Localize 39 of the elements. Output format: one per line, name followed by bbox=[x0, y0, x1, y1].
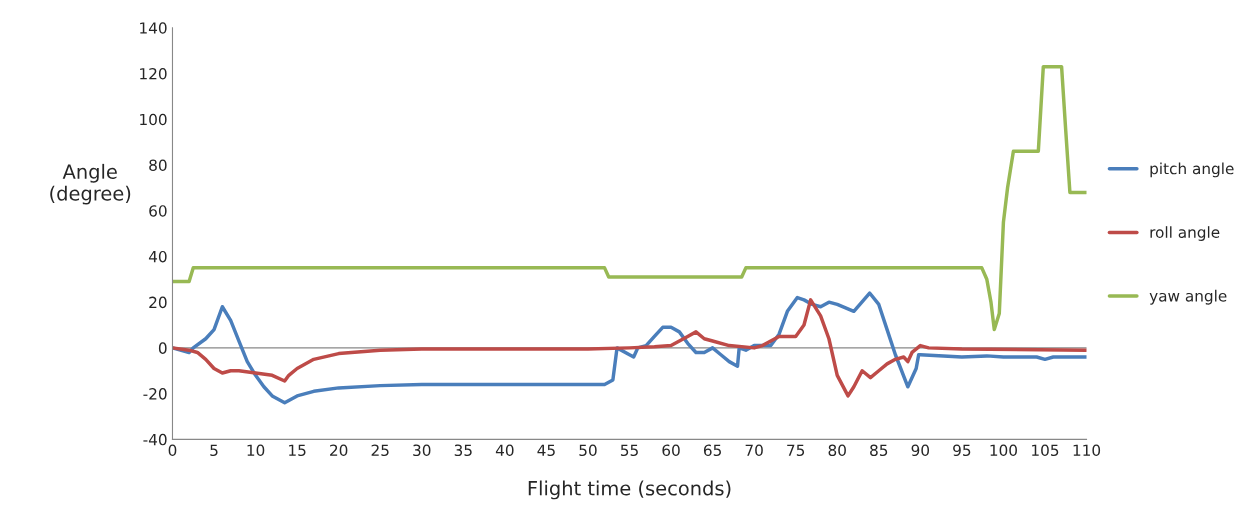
x-tick-label: 85 bbox=[870, 444, 888, 457]
line-series bbox=[172, 64, 1087, 332]
x-tick-label: 10 bbox=[247, 444, 265, 457]
x-tick-label: 25 bbox=[371, 444, 389, 457]
x-tick-label: 75 bbox=[787, 444, 805, 457]
x-tick-label: 100 bbox=[990, 444, 1017, 457]
x-tick-label: 50 bbox=[579, 444, 597, 457]
x-tick-label: 35 bbox=[454, 444, 472, 457]
y-axis-title: Angle (degree) bbox=[50, 163, 131, 205]
x-tick-label: 90 bbox=[911, 444, 930, 457]
x-tick-label: 15 bbox=[289, 444, 306, 457]
x-tick-label: 80 bbox=[828, 444, 846, 457]
x-tick-label: 60 bbox=[662, 444, 680, 457]
x-tick-label: 0 bbox=[168, 444, 177, 457]
y-tick-label: 140 bbox=[140, 22, 167, 34]
y-tick-label: 0 bbox=[158, 342, 167, 354]
y-tick-label: 20 bbox=[149, 296, 167, 309]
y-tick-label: 80 bbox=[149, 159, 167, 171]
x-tick-label: 95 bbox=[953, 444, 971, 457]
x-tick-label: 20 bbox=[330, 444, 348, 457]
x-axis-title: Flight time (seconds) bbox=[528, 480, 731, 500]
x-tick-label: 45 bbox=[537, 444, 555, 457]
x-tick-label: 65 bbox=[703, 444, 721, 457]
y-tick-label: 60 bbox=[149, 205, 167, 217]
x-tick-label: 30 bbox=[413, 444, 431, 457]
x-tick-label: 70 bbox=[745, 444, 763, 457]
legend-label: yaw angle bbox=[1149, 289, 1227, 305]
legend-label: pitch angle bbox=[1150, 162, 1234, 178]
x-tick-label: 105 bbox=[1032, 444, 1059, 457]
x-tick-label: 55 bbox=[620, 444, 638, 457]
y-tick-label: 120 bbox=[140, 67, 167, 80]
y-tick-label: -40 bbox=[143, 433, 167, 446]
y-tick-label: -20 bbox=[143, 388, 167, 400]
y-tick-label: 40 bbox=[148, 250, 167, 263]
x-tick-label: 110 bbox=[1073, 444, 1101, 457]
x-tick-label: 40 bbox=[495, 444, 514, 457]
legend-label: roll angle bbox=[1150, 226, 1220, 241]
x-tick-label: 5 bbox=[210, 444, 218, 457]
y-tick-label: 100 bbox=[140, 113, 167, 126]
